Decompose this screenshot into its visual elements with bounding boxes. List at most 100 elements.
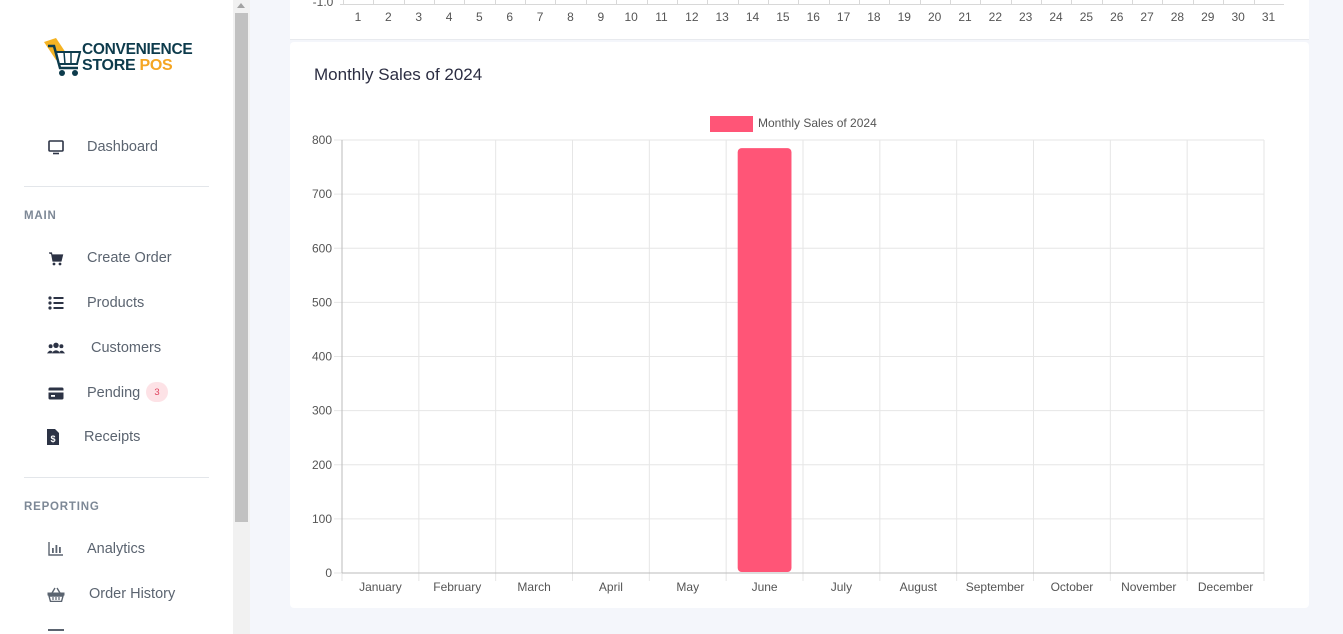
bar-chart-icon	[47, 541, 65, 557]
x-tick-label: February	[433, 580, 481, 594]
sidebar-item-label: Customers	[91, 340, 162, 356]
x-tick	[1192, 0, 1194, 5]
x-tick	[858, 0, 860, 5]
sidebar-item-label: Pending	[87, 385, 141, 401]
x-tick-label: 20	[927, 10, 942, 24]
logo-text: CONVENIENCE STORE POS	[82, 41, 193, 74]
section-label-main: MAIN	[24, 210, 57, 222]
y-tick-label: 200	[312, 458, 332, 472]
x-tick	[767, 0, 769, 5]
x-tick-label: 4	[445, 10, 453, 24]
x-tick	[980, 0, 982, 5]
x-tick-label: 17	[836, 10, 851, 24]
sidebar-item-order-history[interactable]: Order History	[0, 579, 233, 609]
sidebar-item-label: Receipts	[84, 429, 141, 445]
x-tick-label: 6	[506, 10, 514, 24]
x-tick	[1253, 0, 1255, 5]
x-axis-line	[340, 4, 1284, 5]
app-logo[interactable]: CONVENIENCE STORE POS	[42, 36, 193, 80]
x-tick	[1132, 0, 1134, 5]
pending-count-badge: 3	[146, 382, 168, 402]
sidebar-item-analytics[interactable]: Analytics	[0, 534, 233, 564]
x-tick-label: October	[1051, 580, 1094, 594]
next-item-icon	[48, 629, 64, 634]
sidebar-divider	[24, 186, 209, 187]
x-tick-label: 14	[745, 10, 760, 24]
x-tick	[585, 0, 587, 5]
sidebar-item-label: Analytics	[87, 541, 146, 557]
x-tick-label: 13	[715, 10, 729, 24]
section-label-reporting: REPORTING	[24, 501, 100, 513]
x-tick	[616, 0, 618, 5]
users-icon	[47, 340, 65, 356]
sidebar-scrollbar[interactable]	[233, 0, 250, 634]
x-tick	[950, 0, 951, 5]
x-tick-label: 12	[685, 10, 699, 24]
x-tick-label: 31	[1261, 10, 1276, 24]
x-tick-label: 26	[1110, 10, 1124, 24]
x-tick	[343, 0, 344, 5]
logo-line1: CONVENIENCE	[82, 41, 193, 58]
y-tick-label: 0	[325, 566, 332, 580]
x-tick-label: 8	[567, 10, 574, 24]
x-tick-label: 15	[776, 10, 790, 24]
sidebar-item-label: Dashboard	[87, 139, 158, 155]
x-tick-label: 28	[1170, 10, 1185, 24]
x-tick	[373, 0, 375, 5]
card-icon	[47, 385, 65, 401]
monthly-sales-chart: Monthly Sales of 2024 0 100 200 300 400 500 600…	[312, 116, 1265, 594]
cart-logo-icon	[44, 38, 82, 76]
x-tick	[1041, 0, 1043, 5]
x-tick	[889, 0, 891, 5]
x-tick	[555, 0, 557, 5]
x-tick	[737, 0, 739, 5]
sidebar-item-customers[interactable]: Customers	[0, 333, 233, 363]
scroll-up-icon[interactable]	[237, 3, 245, 8]
sidebar-item-create-order[interactable]: Create Order	[0, 243, 233, 273]
x-tick-label: 16	[806, 10, 820, 24]
x-tick-label: 21	[958, 10, 972, 24]
sidebar-divider	[24, 477, 209, 478]
x-tick-label: June	[752, 580, 778, 594]
x-tick	[403, 0, 405, 5]
x-tick-label: 30	[1231, 10, 1245, 24]
y-tick-label: -1.0	[312, 0, 334, 9]
monthly-sales-card: Monthly Sales of 2024 Monthly Sales of 2…	[290, 42, 1309, 608]
x-tick-label: March	[517, 580, 550, 594]
x-tick-label: 1	[354, 10, 362, 24]
x-tick	[798, 0, 800, 5]
x-tick-label: 7	[536, 10, 544, 24]
sidebar-item-dashboard[interactable]: Dashboard	[0, 132, 233, 162]
x-tick-label: August	[900, 580, 938, 594]
logo-pos: POS	[139, 57, 173, 74]
bar	[737, 148, 792, 572]
logo-store: STORE	[82, 57, 140, 74]
x-tick-label: September	[966, 580, 1025, 594]
list-icon	[47, 295, 65, 311]
y-tick-label: 300	[312, 404, 332, 418]
x-tick-label: 10	[624, 10, 638, 24]
sidebar-item-receipts[interactable]: $ Receipts	[0, 422, 233, 452]
y-tick-label: 500	[312, 295, 332, 309]
x-tick-label: November	[1121, 580, 1176, 594]
x-tick	[434, 0, 436, 5]
x-tick-label: April	[599, 580, 623, 594]
monitor-icon	[47, 139, 65, 155]
x-tick-label: 29	[1201, 10, 1215, 24]
x-tick	[828, 0, 830, 5]
card-title: Monthly Sales of 2024	[314, 65, 483, 84]
sidebar-item-products[interactable]: Products	[0, 288, 233, 318]
svg-text:$: $	[50, 434, 55, 444]
logo-line2: STORE POS	[82, 58, 192, 74]
x-tick-label: 22	[988, 10, 1003, 24]
receipt-icon: $	[44, 429, 62, 445]
x-tick	[1010, 0, 1012, 5]
x-tick	[707, 0, 709, 5]
x-tick	[1162, 0, 1164, 5]
x-tick-label: 24	[1049, 10, 1063, 24]
x-tick-label: May	[676, 580, 699, 594]
sidebar-item-pending[interactable]: Pending 3	[0, 378, 233, 408]
x-tick	[646, 0, 648, 5]
basket-icon	[47, 586, 65, 602]
scrollbar-thumb[interactable]	[235, 13, 248, 522]
